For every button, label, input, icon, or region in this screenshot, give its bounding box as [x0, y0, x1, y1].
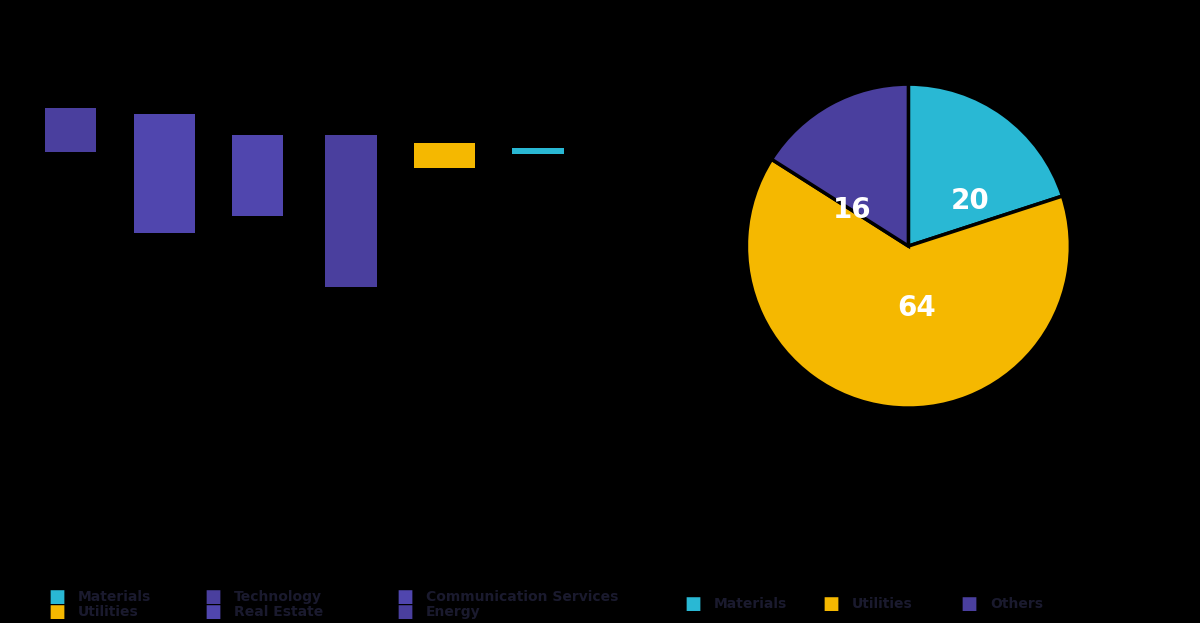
Wedge shape [772, 84, 908, 246]
Text: ■: ■ [48, 588, 65, 606]
Text: ■: ■ [396, 588, 413, 606]
Text: Materials: Materials [78, 590, 151, 604]
Text: ■: ■ [960, 594, 977, 612]
Bar [133, 114, 194, 232]
Wedge shape [908, 84, 1062, 246]
Text: Technology: Technology [234, 590, 322, 604]
Text: ■: ■ [684, 594, 701, 612]
Text: 20: 20 [950, 187, 989, 215]
Text: Utilities: Utilities [78, 605, 139, 619]
Text: Utilities: Utilities [852, 597, 913, 611]
Text: 64: 64 [898, 293, 936, 321]
Bar [46, 108, 96, 151]
Bar [414, 143, 475, 168]
Text: ■: ■ [204, 588, 221, 606]
Text: Real Estate: Real Estate [234, 605, 323, 619]
Bar [232, 135, 283, 216]
Text: 16: 16 [833, 196, 871, 224]
Text: ■: ■ [396, 602, 413, 621]
Text: Energy: Energy [426, 605, 481, 619]
Bar [325, 135, 377, 287]
Text: ■: ■ [204, 602, 221, 621]
Wedge shape [746, 159, 1070, 408]
Text: Communication Services: Communication Services [426, 590, 618, 604]
Text: ■: ■ [48, 602, 65, 621]
Text: Others: Others [990, 597, 1043, 611]
Bar [512, 148, 564, 155]
Text: Materials: Materials [714, 597, 787, 611]
Text: ■: ■ [822, 594, 839, 612]
